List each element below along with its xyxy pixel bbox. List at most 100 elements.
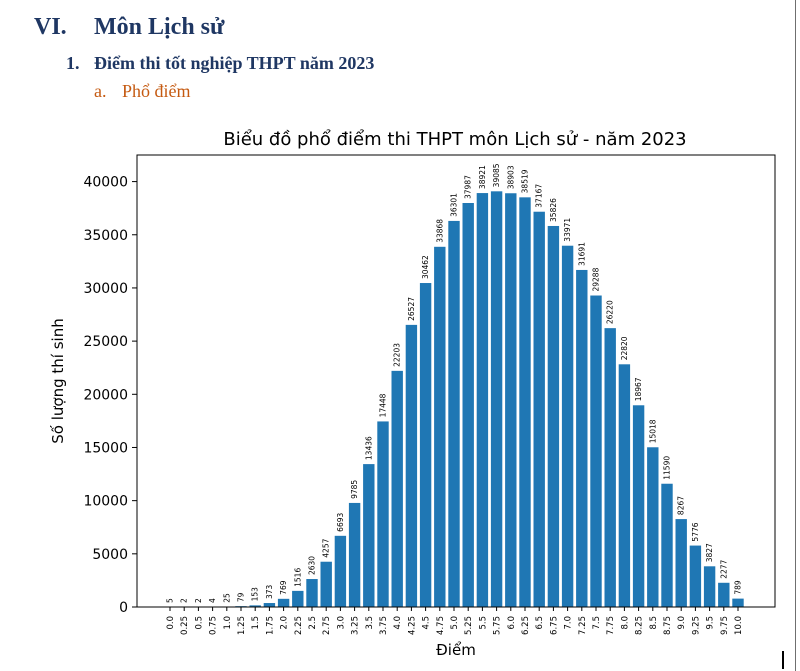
bar [590,295,602,607]
x-tick-label: 7.25 [578,616,588,635]
x-tick-label: 8.75 [663,616,673,635]
subsection-title: Điểm thi tốt nghiệp THPT năm 2023 [94,53,375,73]
data-label: 17448 [379,393,388,417]
x-tick-label: 8.0 [620,616,630,630]
x-tick-label: 4.0 [393,616,403,630]
data-label: 38519 [521,169,530,193]
x-tick-label: 3.75 [379,616,389,635]
data-label: 30462 [421,255,430,279]
x-tick-label: 9.0 [677,616,687,630]
y-tick-label: 10000 [83,494,128,510]
data-labels-group: 5 2 2 4 25 79 153 373 76915162630425766939785134… [166,163,743,603]
subsubsection-number: a. [94,81,107,101]
x-tick-label: 1.0 [223,616,233,630]
x-tick-label: 5.75 [493,616,503,635]
data-label: 4 [208,598,217,603]
bar [462,202,474,608]
x-tick-label: 5.25 [464,616,474,635]
bar [320,561,332,607]
bar [448,220,460,607]
x-tick-label: 6.25 [521,616,531,635]
bar [661,483,673,607]
x-tick-label: 3.0 [336,616,346,630]
data-label: 26527 [407,297,416,321]
data-label: 15018 [648,419,657,443]
data-label: 25 [222,593,231,603]
x-tick-label: 4.5 [422,616,432,630]
bar [263,603,276,607]
data-label: 11590 [663,456,672,480]
x-tick-label: 10.0 [734,616,744,635]
bar [490,191,503,608]
subsection-heading: 1. Điểm thi tốt nghiệp THPT năm 2023 [66,53,374,74]
x-tick-label: 9.75 [720,616,730,635]
data-label: 36301 [450,193,459,217]
x-tick-label: 9.5 [706,616,716,630]
x-tick-label: 2.5 [308,616,318,630]
data-label: 18967 [634,377,643,401]
bar [576,269,588,607]
subsubsection-title: Phổ điểm [122,81,191,101]
x-tick-label: 7.0 [564,616,574,630]
bar [476,193,489,607]
bar [419,283,432,607]
data-label: 373 [265,584,274,599]
bar [561,245,574,607]
data-label: 2277 [719,559,728,578]
text-cursor [782,651,784,669]
x-tick-label: 5.0 [450,616,460,630]
x-tick-label: 0.0 [166,616,176,630]
bar [434,246,446,607]
bar [519,197,531,607]
section-number: VI. [34,14,67,40]
data-label: 153 [251,587,260,602]
x-tick-label: 1.25 [237,616,247,635]
x-tick-label: 7.5 [592,616,602,630]
bar [604,328,616,607]
chart-title: Biểu đồ phổ điểm thi THPT môn Lịch sử - … [223,129,686,150]
data-label: 6693 [336,513,345,532]
bar [675,519,687,607]
x-tick-label: 2.0 [280,616,290,630]
x-tick-label: 4.75 [436,616,446,635]
x-tick-label: 3.5 [365,616,375,630]
bar [277,598,290,607]
x-tick-label: 1.75 [265,616,275,635]
data-label: 1516 [293,568,302,587]
data-label: 2 [194,598,203,603]
bar [703,566,716,607]
data-label: 9785 [350,480,359,499]
data-label: 79 [237,592,246,602]
page-edge-line [795,0,796,671]
data-label: 26220 [606,300,615,324]
x-tick-label: 0.25 [180,616,190,635]
data-label: 4257 [322,538,331,557]
x-tick-label: 6.75 [549,616,559,635]
x-tick-label: 0.5 [194,616,204,630]
data-label: 22820 [620,336,629,360]
data-label: 35826 [549,198,558,222]
data-label: 8267 [677,496,686,515]
y-tick-label: 35000 [83,228,128,244]
x-axis-label: Điểm [436,641,476,659]
data-label: 39085 [492,163,501,187]
bar [249,605,261,607]
section-heading: VI. Môn Lịch sử [34,14,224,41]
data-label: 22203 [393,343,402,367]
subsubsection-heading: a. Phổ điểm [94,81,191,102]
data-label: 789 [734,580,743,595]
bar [348,502,361,607]
x-tick-label: 2.75 [322,616,332,635]
bar [732,598,744,607]
bar [363,464,375,607]
data-label: 29288 [592,267,601,291]
x-tick-label: 2.25 [294,616,304,635]
y-ticks-group: 0 5000 10000 15000 20000 25000 30000 35000 40000 [83,175,137,616]
y-tick-label: 0 [119,600,128,616]
data-label: 2630 [308,556,317,575]
data-label: 38903 [506,165,515,189]
x-tick-label: 9.25 [691,616,701,635]
data-label: 37987 [464,175,473,199]
x-tick-label: 7.75 [606,616,616,635]
